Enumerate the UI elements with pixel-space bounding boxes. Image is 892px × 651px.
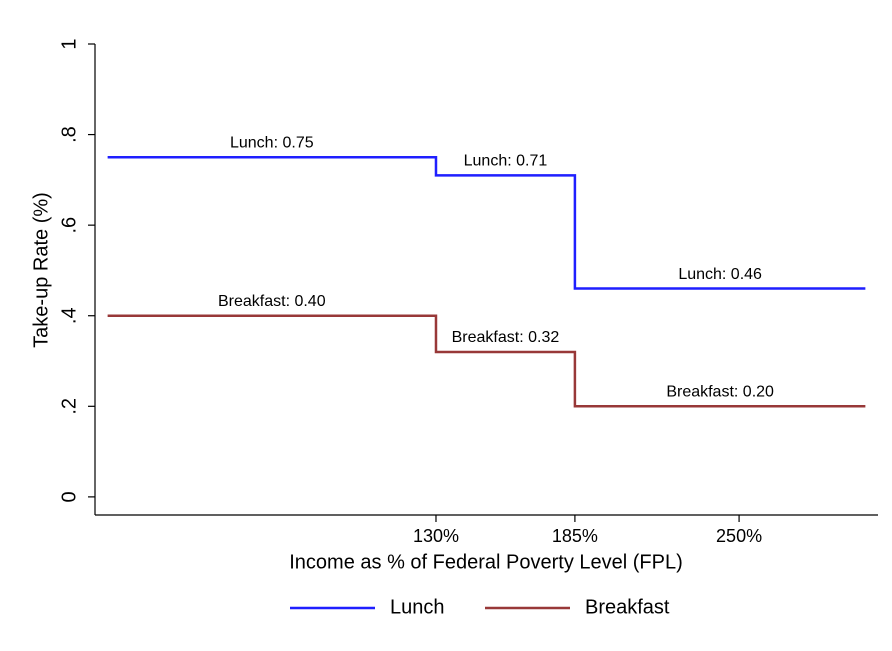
annotation: Lunch: 0.71 xyxy=(464,153,548,170)
y-tick-label: 0 xyxy=(58,491,80,502)
x-tick-label: 130% xyxy=(413,526,459,546)
y-tick-label: .4 xyxy=(58,307,80,324)
annotation: Breakfast: 0.40 xyxy=(218,293,326,310)
annotation: Breakfast: 0.20 xyxy=(666,384,774,401)
y-tick-label: .2 xyxy=(58,398,80,415)
legend-label: Breakfast xyxy=(585,596,670,618)
y-tick-label: 1 xyxy=(58,38,80,49)
annotation: Lunch: 0.75 xyxy=(230,134,314,151)
y-tick-label: .6 xyxy=(58,217,80,234)
annotation: Breakfast: 0.32 xyxy=(452,329,560,346)
x-tick-label: 185% xyxy=(552,526,598,546)
series-line xyxy=(107,314,866,408)
annotation: Lunch: 0.46 xyxy=(678,266,762,283)
y-axis-title: Take-up Rate (%) xyxy=(30,192,52,348)
x-axis-title: Income as % of Federal Poverty Level (FP… xyxy=(289,551,683,573)
series-line xyxy=(107,155,866,290)
y-tick-label: .8 xyxy=(58,126,80,143)
legend-label: Lunch xyxy=(390,596,445,618)
x-tick-label: 250% xyxy=(716,526,762,546)
